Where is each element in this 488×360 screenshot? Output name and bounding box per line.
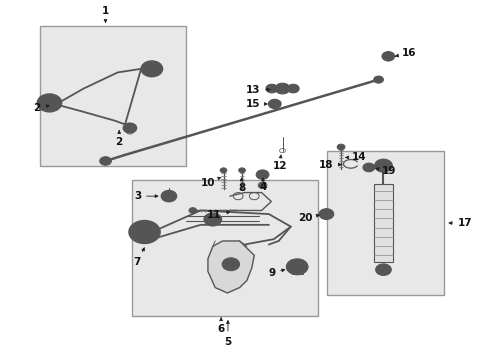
Bar [373,184,392,262]
Text: 7: 7 [133,248,144,267]
Text: 14: 14 [345,152,366,162]
Circle shape [385,54,390,58]
Circle shape [161,190,176,202]
Circle shape [373,76,383,83]
Circle shape [165,194,172,199]
Text: 20: 20 [298,213,319,223]
Circle shape [290,87,295,90]
Text: 3: 3 [134,191,158,201]
Circle shape [275,83,289,94]
Text: 12: 12 [272,155,286,171]
Circle shape [291,263,302,271]
Circle shape [287,84,299,93]
Text: 5: 5 [224,321,231,347]
Circle shape [222,258,239,271]
Bar [40,26,185,166]
Circle shape [188,208,196,213]
Text: 8: 8 [238,178,244,193]
Text: 1: 1 [102,6,109,22]
Circle shape [366,166,370,169]
Text: 10: 10 [201,177,221,188]
Text: 17: 17 [448,218,472,228]
Circle shape [129,221,160,243]
Circle shape [220,168,226,173]
Circle shape [279,86,285,91]
Text: 18: 18 [318,159,341,170]
Circle shape [203,213,221,226]
Text: 2: 2 [115,131,122,147]
Text: 4: 4 [259,178,266,192]
Circle shape [374,159,391,172]
Circle shape [238,168,245,173]
Circle shape [336,144,344,150]
Circle shape [37,94,61,112]
Circle shape [123,123,137,133]
Text: 9: 9 [267,267,284,278]
Circle shape [265,84,277,93]
Circle shape [378,162,387,169]
Circle shape [362,163,374,172]
Bar [132,180,317,316]
Text: 13: 13 [245,85,269,95]
Circle shape [141,61,162,77]
Text: 11: 11 [206,210,229,220]
Text: 6: 6 [217,318,224,334]
Circle shape [208,216,217,223]
Circle shape [100,157,111,165]
Circle shape [269,87,274,90]
Circle shape [146,65,157,73]
Circle shape [268,99,281,109]
Text: 15: 15 [245,99,266,109]
Text: 2: 2 [33,103,49,113]
Circle shape [319,209,333,220]
Circle shape [323,212,329,217]
Bar [327,151,444,295]
Text: 19: 19 [375,166,396,176]
Circle shape [286,259,307,275]
Circle shape [381,51,394,61]
Circle shape [141,229,148,235]
Circle shape [43,98,56,108]
Circle shape [375,264,390,275]
Circle shape [136,226,153,238]
Polygon shape [207,241,254,293]
Circle shape [256,170,268,179]
Text: 16: 16 [395,48,415,58]
Circle shape [258,182,266,189]
Circle shape [379,267,386,273]
